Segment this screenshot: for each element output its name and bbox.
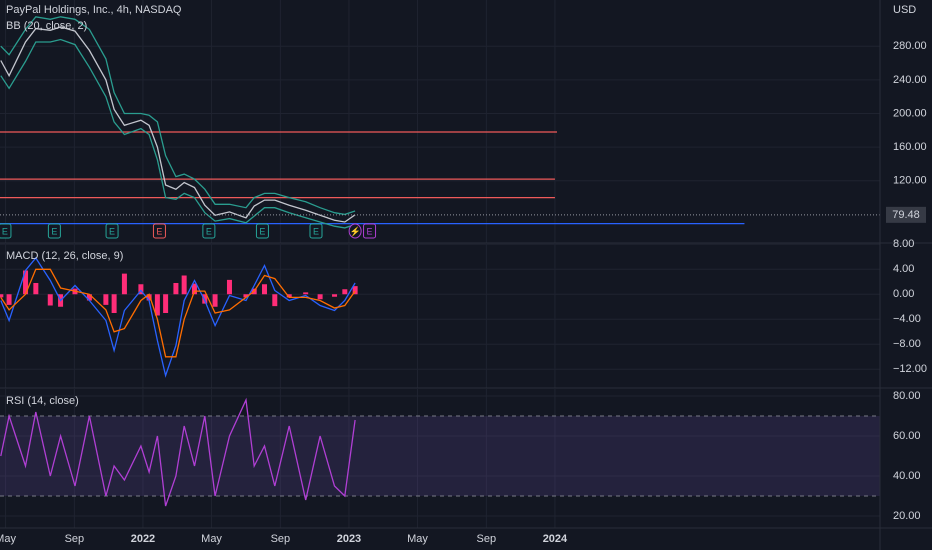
histogram-bar <box>332 294 338 297</box>
event-marker <box>309 223 323 239</box>
x-tick-label: May <box>201 533 222 545</box>
histogram-bar <box>138 284 144 295</box>
x-tick-label: 2024 <box>543 533 568 545</box>
event-label: E <box>313 226 319 236</box>
event-label: E <box>206 226 212 236</box>
x-tick-label: 2022 <box>131 533 155 545</box>
histogram-bar <box>121 273 127 295</box>
x-tick-label: Sep <box>271 533 291 545</box>
histogram-bar <box>226 279 232 295</box>
last-price-box <box>886 206 926 223</box>
y-tick-label: 60.00 <box>893 430 921 442</box>
histogram-bar <box>317 294 323 300</box>
x-tick-label: 2023 <box>337 533 361 545</box>
event-marker <box>152 223 166 239</box>
event-marker <box>105 223 119 239</box>
panel-title: PayPal Holdings, Inc., 4h, NASDAQ <box>6 4 182 16</box>
series-line <box>0 256 356 378</box>
last-price-label: 79.48 <box>892 209 920 221</box>
y-tick-label: 280.00 <box>893 40 927 52</box>
histogram-bar <box>6 294 12 305</box>
y-tick-label: 0.00 <box>893 288 914 300</box>
currency-label: USD <box>893 4 916 16</box>
y-tick-label: 40.00 <box>893 470 921 482</box>
histogram-bar <box>0 294 4 298</box>
event-label: E <box>51 226 57 236</box>
x-tick-label: Sep <box>477 533 497 545</box>
histogram-bar <box>286 294 292 298</box>
histogram-bar <box>111 294 117 313</box>
event-marker <box>363 223 377 239</box>
x-tick-label: Sep <box>65 533 85 545</box>
event-label: E <box>109 226 115 236</box>
series-line <box>0 16 356 216</box>
event-label: E <box>2 226 8 236</box>
event-label: E <box>259 226 265 236</box>
histogram-bar <box>352 286 358 295</box>
panel-title: MACD (12, 26, close, 9) <box>6 250 123 262</box>
histogram-bar <box>202 294 208 304</box>
y-tick-label: 4.00 <box>893 263 914 275</box>
x-tick-label: May <box>0 533 16 545</box>
panel-title: RSI (14, close) <box>6 395 79 407</box>
histogram-bar <box>173 283 179 295</box>
event-marker <box>255 223 269 239</box>
event-marker <box>202 223 216 239</box>
histogram-bar <box>86 294 92 301</box>
series-line <box>0 397 356 507</box>
histogram-bar <box>33 283 39 295</box>
histogram-bar <box>212 294 218 307</box>
histogram-bar <box>47 294 53 306</box>
histogram-bar <box>146 294 152 301</box>
y-tick-label: 20.00 <box>893 510 921 522</box>
histogram-bar <box>261 284 267 295</box>
y-tick-label: 120.00 <box>893 175 927 187</box>
x-tick-label: May <box>407 533 428 545</box>
y-tick-label: −4.00 <box>893 313 921 325</box>
y-tick-label: 8.00 <box>893 238 914 250</box>
y-tick-label: −8.00 <box>893 338 921 350</box>
histogram-bar <box>272 294 278 307</box>
series-line <box>0 268 356 358</box>
y-tick-label: 240.00 <box>893 74 927 86</box>
series-line <box>0 38 356 229</box>
event-marker <box>348 223 362 239</box>
histogram-bar <box>243 294 249 298</box>
histogram-bar <box>303 292 309 295</box>
event-label: E <box>156 226 162 236</box>
histogram-bar <box>23 270 29 295</box>
histogram-bar <box>342 289 348 295</box>
y-tick-label: 160.00 <box>893 141 927 153</box>
event-label: E <box>367 226 373 236</box>
event-marker <box>47 223 61 239</box>
histogram-bar <box>163 294 169 313</box>
y-tick-label: 200.00 <box>893 107 927 119</box>
histogram-bar <box>181 275 187 295</box>
histogram-bar <box>154 294 160 316</box>
rsi-band <box>0 416 880 496</box>
y-tick-label: −12.00 <box>893 363 927 375</box>
histogram-bar <box>191 283 197 295</box>
event-marker <box>0 223 12 239</box>
panel-subtitle: BB (20, close, 2) <box>6 20 87 32</box>
histogram-bar <box>103 294 109 305</box>
event-label: ⚡ <box>350 225 361 237</box>
y-tick-label: 80.00 <box>893 390 921 402</box>
series-line <box>0 26 356 223</box>
